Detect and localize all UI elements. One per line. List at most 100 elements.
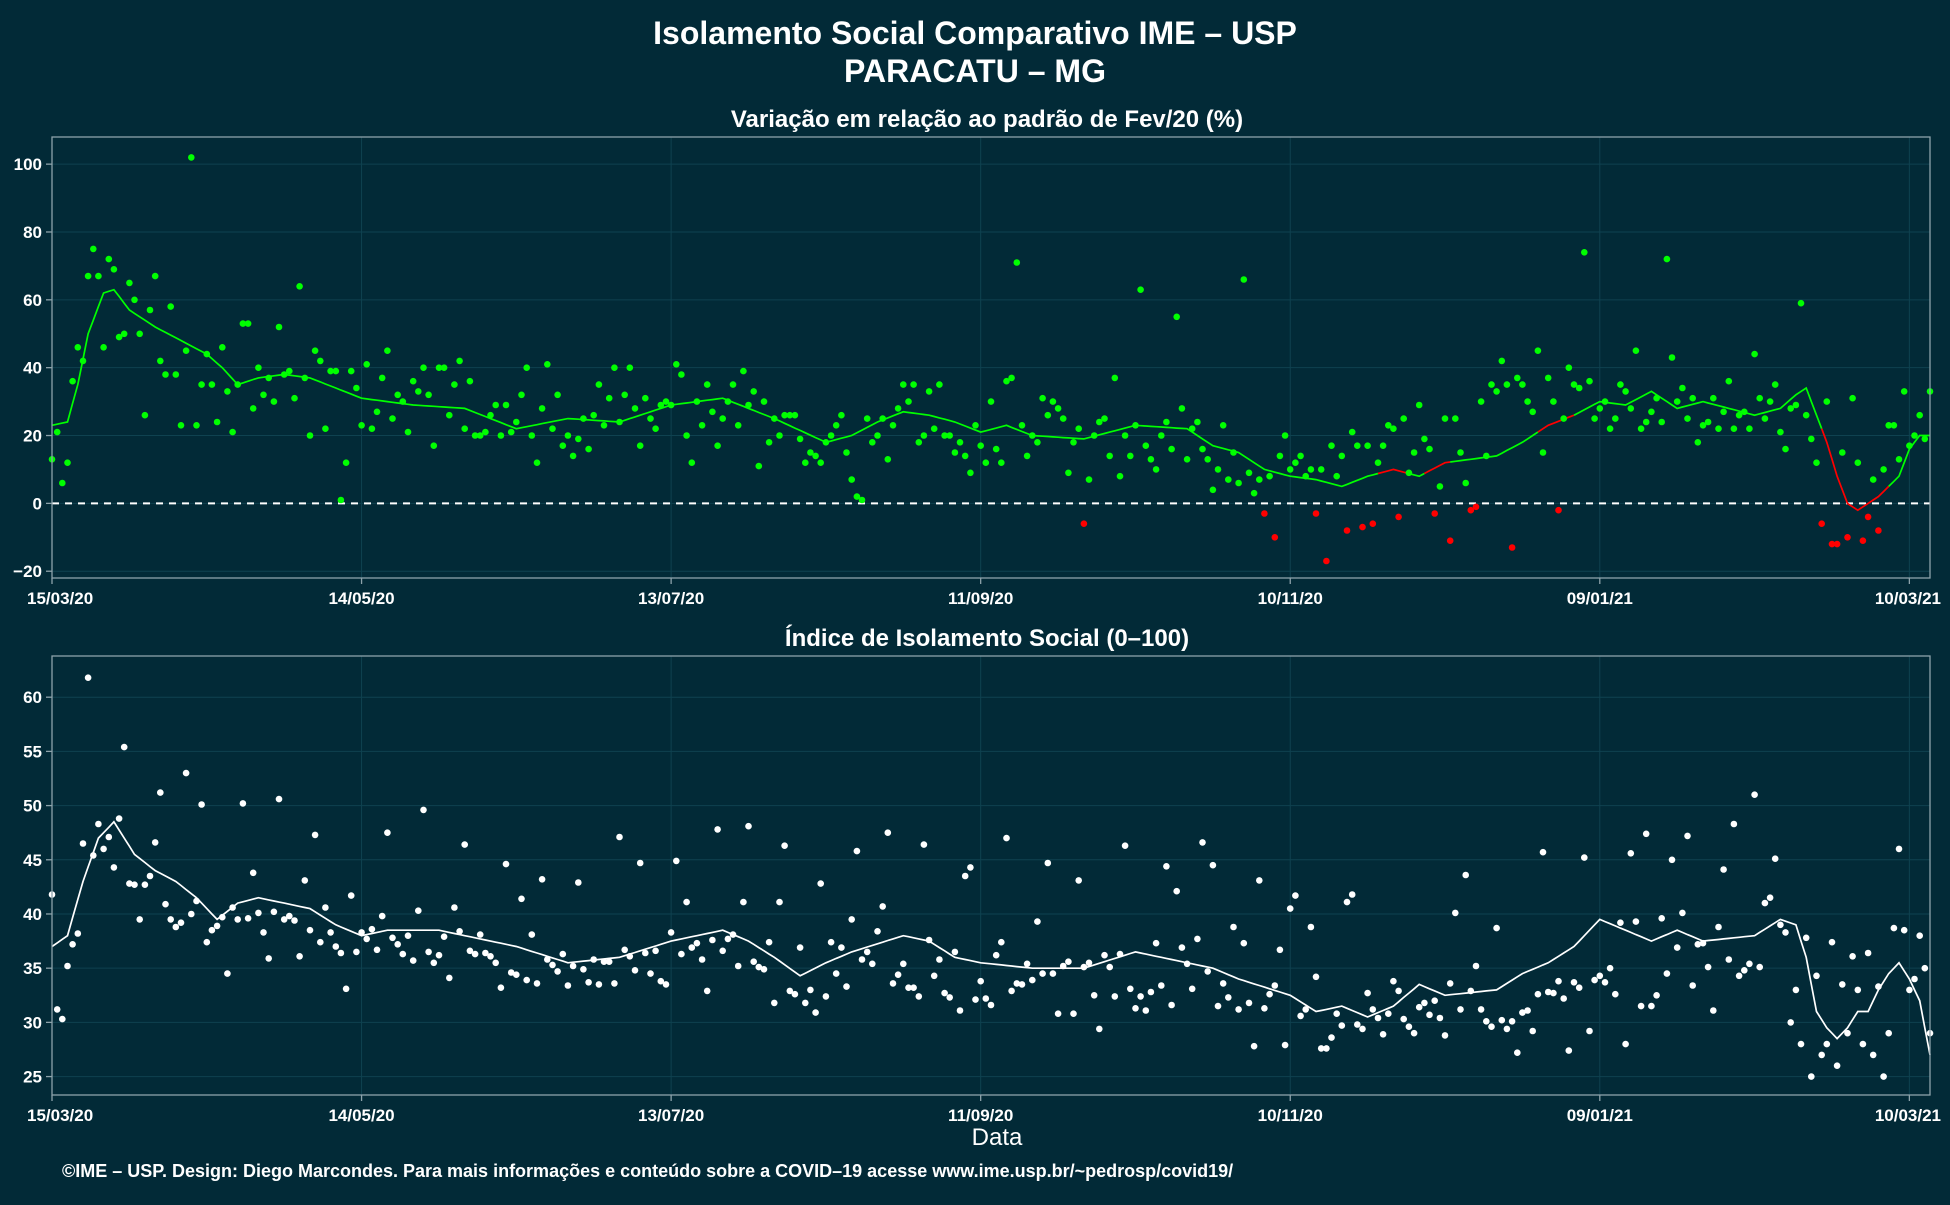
- data-point: [1648, 408, 1655, 416]
- data-point: [1142, 1007, 1150, 1014]
- x-tick-label: 14/05/20: [328, 589, 394, 608]
- data-point: [1483, 452, 1490, 460]
- data-point: [590, 956, 597, 963]
- data-point: [1839, 981, 1846, 988]
- panel-variation-y-ticks: −20 0 20 40 60 80 100: [13, 155, 52, 581]
- data-point: [234, 381, 241, 388]
- data-point: [1508, 544, 1516, 551]
- data-point: [1823, 1040, 1831, 1048]
- data-point: [1158, 432, 1165, 439]
- data-point: [616, 418, 623, 426]
- data-point: [244, 915, 252, 922]
- data-point: [533, 980, 541, 987]
- data-point: [863, 415, 871, 422]
- data-point: [523, 976, 530, 984]
- data-point: [889, 422, 897, 429]
- data-point: [1642, 830, 1650, 838]
- data-point: [1023, 452, 1031, 460]
- data-point: [652, 947, 659, 955]
- data-point: [600, 422, 608, 429]
- data-point: [59, 479, 66, 487]
- data-point: [523, 364, 530, 372]
- data-point: [1761, 899, 1769, 907]
- data-point: [1173, 887, 1180, 895]
- data-point: [564, 432, 572, 439]
- y-tick-label: 60: [23, 291, 42, 310]
- data-point: [1730, 820, 1738, 828]
- moving-average-segment: [1820, 428, 1890, 512]
- data-point: [858, 496, 866, 504]
- data-point: [1307, 923, 1315, 931]
- data-point: [476, 432, 484, 439]
- data-point: [724, 935, 732, 943]
- data-point: [925, 936, 933, 944]
- data-point: [1890, 924, 1898, 932]
- data-point: [827, 432, 835, 439]
- data-point: [647, 970, 654, 977]
- data-point: [1818, 1051, 1825, 1059]
- data-point: [1106, 963, 1113, 971]
- data-point: [874, 432, 881, 439]
- data-point: [1529, 408, 1536, 416]
- data-point: [1147, 456, 1155, 463]
- data-point: [611, 980, 618, 987]
- x-tick-label: 09/01/21: [1567, 1106, 1633, 1125]
- data-point: [1715, 923, 1722, 931]
- data-point: [265, 374, 273, 382]
- data-point: [693, 939, 701, 947]
- data-point: [368, 925, 376, 933]
- data-point: [198, 801, 205, 808]
- data-point: [182, 347, 190, 355]
- data-point: [905, 984, 912, 991]
- data-point: [1596, 972, 1604, 980]
- data-point: [1818, 520, 1825, 527]
- data-point: [1524, 1007, 1531, 1014]
- data-point: [1627, 405, 1635, 412]
- data-point: [1570, 979, 1578, 986]
- data-point: [1839, 449, 1846, 456]
- data-point: [1493, 924, 1500, 932]
- data-point: [1364, 442, 1371, 450]
- data-point: [771, 415, 778, 422]
- data-point: [1797, 299, 1805, 307]
- panel-index-frame: [51, 655, 1931, 1096]
- data-point: [1622, 388, 1629, 395]
- data-point: [203, 350, 211, 358]
- panel-variation-frame: [51, 136, 1931, 579]
- data-point: [415, 388, 422, 395]
- data-point: [802, 999, 809, 1007]
- data-point: [1606, 425, 1614, 433]
- data-point: [188, 154, 195, 161]
- data-point: [368, 425, 376, 433]
- data-point: [1457, 449, 1464, 456]
- data-point: [353, 948, 360, 956]
- data-point: [162, 900, 169, 908]
- data-point: [306, 432, 314, 439]
- data-point: [332, 943, 340, 950]
- data-point: [59, 1015, 66, 1023]
- data-point: [1756, 963, 1763, 971]
- data-point: [1266, 472, 1273, 480]
- data-point: [404, 428, 412, 436]
- data-point: [306, 926, 314, 934]
- data-point: [905, 398, 912, 405]
- data-point: [796, 435, 804, 443]
- data-point: [1524, 398, 1531, 405]
- data-point: [1158, 982, 1165, 989]
- data-point: [1137, 286, 1144, 294]
- data-point: [1457, 1006, 1464, 1013]
- data-point: [1338, 1022, 1346, 1029]
- data-point: [260, 391, 267, 399]
- data-point: [1684, 415, 1691, 422]
- data-point: [1828, 938, 1836, 946]
- x-tick-label: 14/05/20: [328, 1106, 394, 1125]
- data-point: [1328, 1034, 1335, 1041]
- data-point: [1746, 425, 1753, 433]
- data-point: [1648, 1002, 1655, 1010]
- data-point: [291, 394, 298, 402]
- data-point: [1235, 1006, 1242, 1013]
- data-point: [575, 879, 582, 886]
- data-point: [1462, 871, 1469, 879]
- data-point: [476, 931, 484, 938]
- data-point: [1864, 949, 1872, 957]
